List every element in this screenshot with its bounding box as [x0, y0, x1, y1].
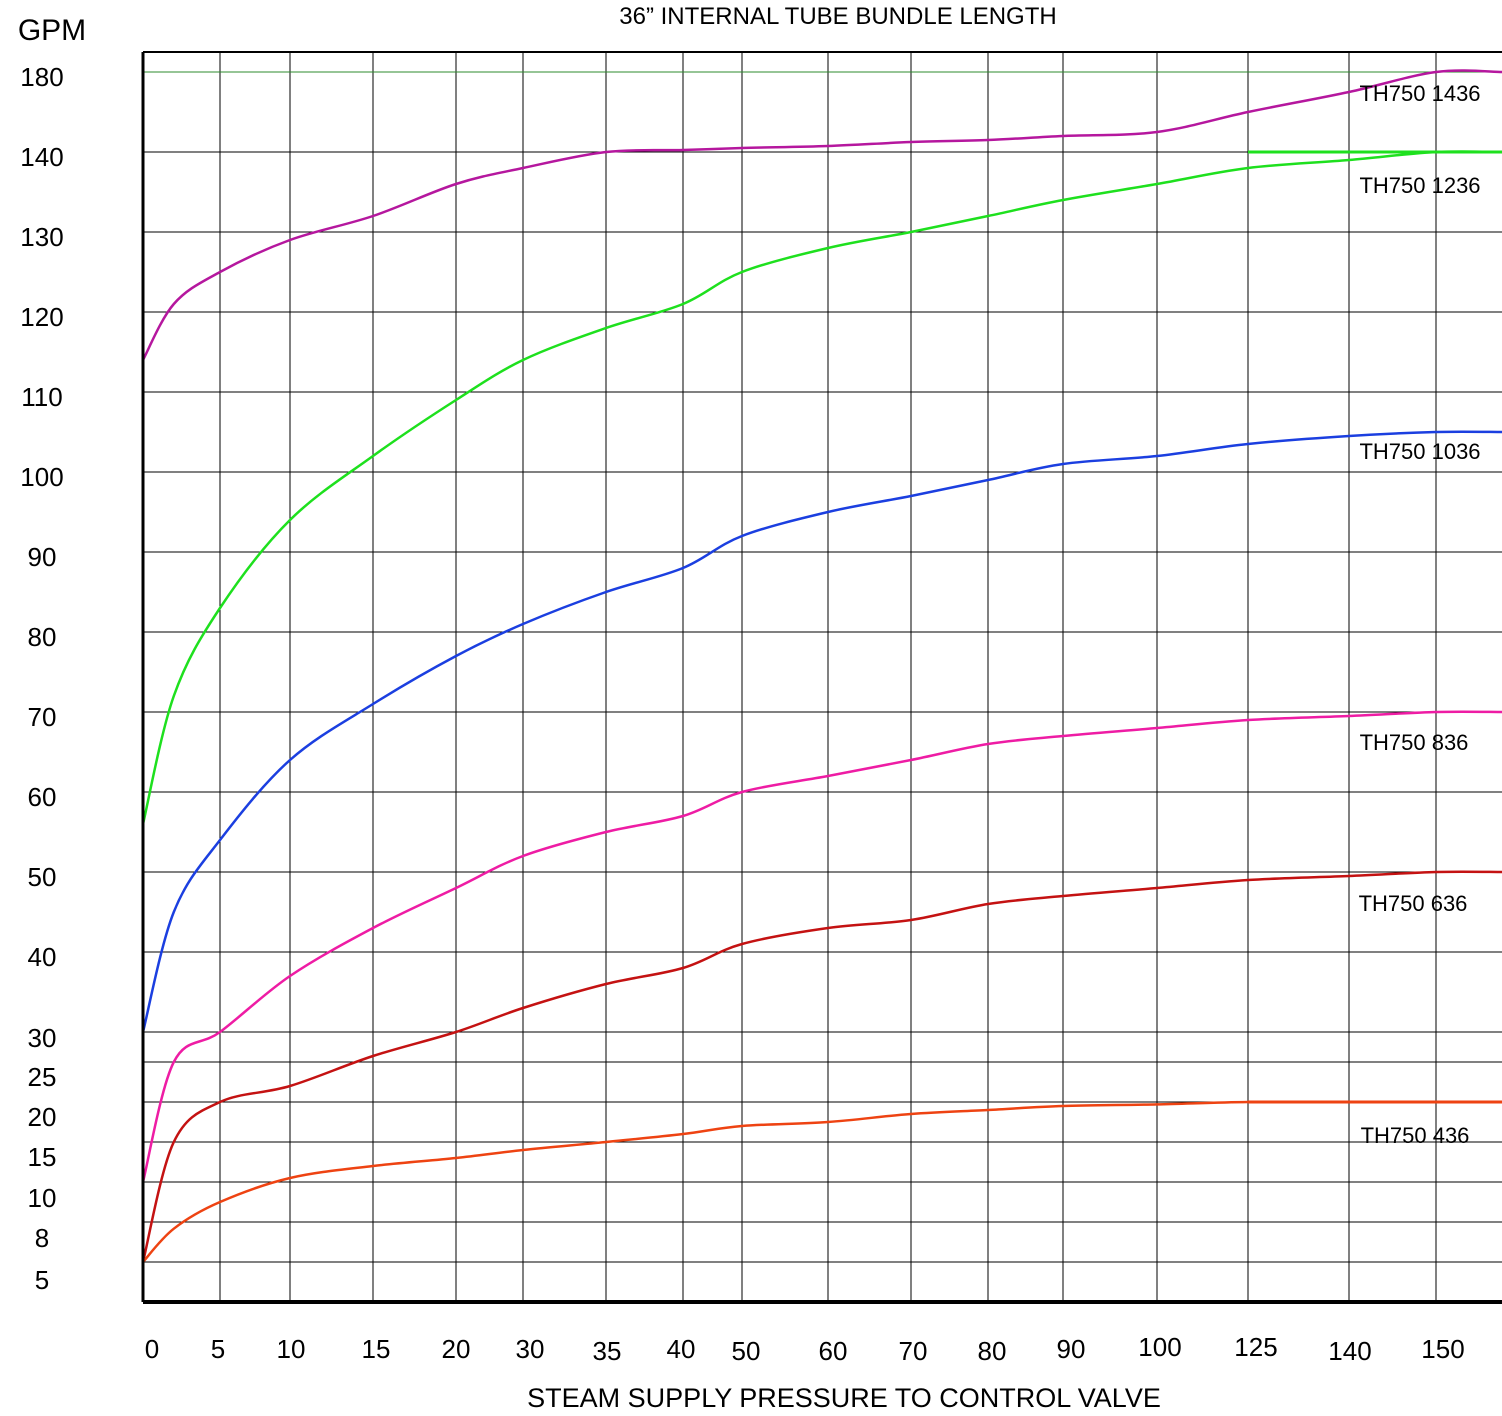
- y-tick-label: 30: [28, 1023, 57, 1053]
- x-tick-label: 80: [978, 1336, 1007, 1366]
- series-label: TH750 436: [1361, 1123, 1470, 1148]
- series-labels: TH750 1436 TH750 1236 TH750 1036 TH750 836 T…: [1359, 81, 1481, 1148]
- y-tick-label: 60: [28, 782, 57, 812]
- y-tick-labels: 5 8 10 15 20 25 30 40 50 60 70 80 90 100 110 120 130 140 1…: [20, 62, 63, 1295]
- y-tick-label: 25: [28, 1062, 57, 1092]
- chart-title: 36” INTERNAL TUBE BUNDLE LENGTH: [619, 3, 1056, 30]
- series-label: TH750 1436: [1359, 81, 1480, 106]
- x-tick-label: 20: [442, 1334, 471, 1364]
- y-axis-label: GPM: [18, 14, 86, 47]
- series-line: [141, 430, 1502, 1033]
- x-tick-label: 150: [1421, 1334, 1464, 1364]
- y-tick-label: 15: [28, 1142, 57, 1172]
- y-tick-label: 40: [28, 942, 57, 972]
- y-tick-label: 130: [20, 222, 63, 252]
- y-tick-label: 10: [28, 1183, 57, 1213]
- series-label: TH750 836: [1360, 730, 1469, 755]
- y-tick-label: 140: [20, 142, 63, 172]
- series-layer: [141, 69, 1502, 1263]
- y-tick-label: 100: [20, 462, 63, 492]
- x-tick-label: 35: [593, 1336, 622, 1366]
- y-tick-label: 50: [28, 862, 57, 892]
- series-label: TH750 1236: [1359, 173, 1480, 198]
- x-tick-label: 125: [1234, 1332, 1277, 1362]
- x-tick-label: 90: [1057, 1334, 1086, 1364]
- x-tick-label: 70: [899, 1336, 928, 1366]
- y-tick-label: 120: [20, 302, 63, 332]
- x-tick-label: 100: [1138, 1332, 1181, 1362]
- y-tick-label: 20: [28, 1102, 57, 1132]
- series-line: [142, 1100, 1502, 1263]
- reference-lines: [143, 71, 1502, 1104]
- y-tick-label: 180: [20, 62, 63, 92]
- series-line: [141, 69, 1502, 361]
- series-line: [141, 150, 1502, 825]
- y-tick-label: 70: [28, 702, 57, 732]
- grid: [142, 52, 1502, 1303]
- x-tick-label: 50: [732, 1336, 761, 1366]
- x-tick-label: 5: [211, 1334, 225, 1364]
- series-label: TH750 636: [1359, 891, 1468, 916]
- x-tick-label: 40: [667, 1334, 696, 1364]
- x-tick-label: 60: [819, 1336, 848, 1366]
- y-tick-label: 90: [28, 542, 57, 572]
- x-tick-label: 30: [516, 1334, 545, 1364]
- series-line: [141, 870, 1502, 1263]
- x-tick-label: 140: [1328, 1336, 1371, 1366]
- y-tick-label: 8: [35, 1223, 49, 1253]
- x-tick-labels: 0 5 10 15 20 30 35 40 50 60 70 80 90 100 125 140 150: [145, 1332, 1465, 1366]
- series-line: [141, 710, 1502, 1183]
- series-label: TH750 1036: [1359, 439, 1480, 464]
- y-tick-label: 110: [21, 382, 62, 412]
- x-tick-label: 10: [277, 1334, 306, 1364]
- x-tick-label: 0: [145, 1334, 159, 1364]
- x-tick-label: 15: [362, 1334, 391, 1364]
- y-tick-label: 80: [28, 622, 57, 652]
- x-axis-label: STEAM SUPPLY PRESSURE TO CONTROL VALVE: [527, 1383, 1161, 1413]
- y-tick-label: 5: [35, 1265, 49, 1295]
- axes: [141, 51, 1502, 1304]
